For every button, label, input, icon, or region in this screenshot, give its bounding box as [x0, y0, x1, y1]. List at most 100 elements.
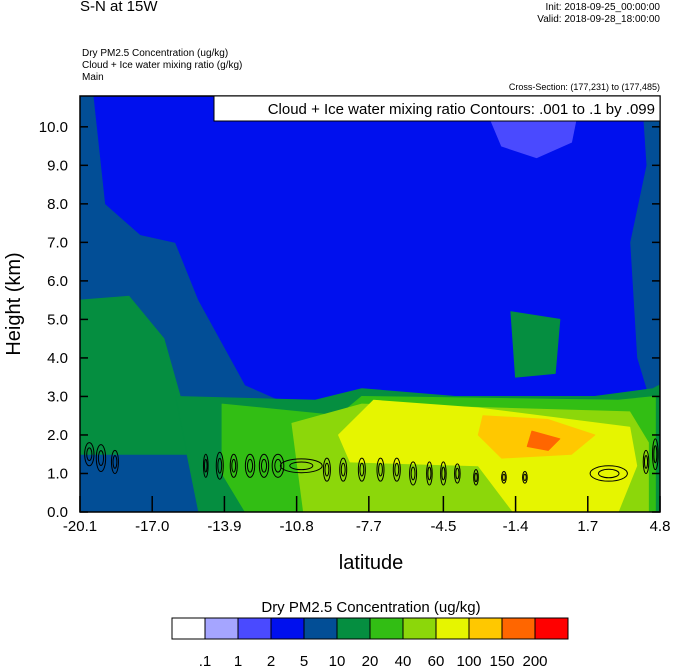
cloud-contour — [339, 457, 348, 482]
x-tick-label: -7.7 — [356, 518, 382, 535]
x-tick-label: -1.4 — [503, 518, 529, 535]
y-tick-label: 3.0 — [47, 388, 68, 405]
cloud-contour-inner — [378, 462, 383, 477]
cloud-contour-inner — [324, 462, 330, 477]
colorbar-level-label: .1 — [199, 653, 212, 668]
x-axis-label: latitude — [339, 552, 404, 574]
colorbar-swatch — [435, 617, 470, 640]
cloud-contour-inner — [653, 445, 658, 464]
cloud-contour — [642, 449, 650, 474]
x-tick-label: -17.0 — [135, 518, 169, 535]
cloud-contour — [426, 461, 433, 486]
colorbar-swatch — [402, 617, 437, 640]
colorbar-level-label: 1 — [234, 653, 242, 668]
cloud-contour — [215, 451, 224, 480]
x-tick-label: -20.1 — [63, 518, 97, 535]
colorbar-level-label: 60 — [428, 653, 445, 668]
y-tick-label: 4.0 — [47, 350, 68, 367]
cloud-contour-inner — [246, 458, 254, 473]
cloud-contour — [271, 453, 285, 478]
valid-time: Valid: 2018-09-28_18:00:00 — [537, 14, 660, 25]
cloud-contour — [279, 458, 323, 474]
cloud-contour — [652, 438, 659, 471]
filled-region — [510, 311, 561, 378]
y-axis-label: Height (km) — [3, 252, 25, 355]
x-tick-label: -10.8 — [280, 518, 314, 535]
cloud-contour-inner — [523, 473, 527, 482]
cloud-contour-inner — [474, 472, 478, 483]
contour-info-text: Cloud + Ice water mixing ratio Contours:… — [268, 101, 655, 118]
cloud-contour-inner — [455, 467, 460, 480]
init-time: Init: 2018-09-25_00:00:00 — [545, 2, 660, 13]
colorbar-swatch — [369, 617, 404, 640]
colorbar-level-label: 5 — [300, 653, 308, 668]
colorbar-level-label: 150 — [489, 653, 514, 668]
cloud-contour — [473, 469, 479, 486]
y-tick-label: 7.0 — [47, 234, 68, 251]
colorbar-swatch — [468, 617, 503, 640]
filled-region — [526, 430, 561, 451]
y-tick-label: 8.0 — [47, 196, 68, 213]
cloud-contour-inner — [217, 457, 223, 474]
colorbar-swatch — [501, 617, 536, 640]
x-tick-label: 4.8 — [650, 518, 671, 535]
cloud-contour-inner — [112, 455, 118, 469]
cloud-contour — [244, 453, 256, 478]
cloud-contour — [376, 457, 385, 482]
cloud-contour — [322, 457, 331, 482]
cloud-contour — [501, 471, 507, 484]
cloud-contour — [84, 442, 95, 467]
colorbar-swatch — [171, 617, 206, 640]
field-label-cloud: Cloud + Ice water mixing ratio (g/kg) — [82, 60, 243, 71]
cloud-contour-inner — [410, 466, 416, 481]
colorbar-swatch — [534, 617, 569, 640]
y-tick-label: 9.0 — [47, 157, 68, 174]
cloud-contour-inner — [502, 473, 506, 482]
colorbar: .1 1 2 5 10 20 40 60 100 150 200 — [171, 617, 569, 668]
cloud-contour-inner — [86, 447, 93, 462]
cloud-contour-inner — [204, 458, 208, 473]
filled-contours — [80, 96, 660, 512]
cloud-contour-inner — [231, 458, 237, 473]
field-label-pm25: Dry PM2.5 Concentration (ug/kg) — [82, 48, 229, 59]
cloud-contour — [229, 453, 238, 478]
cloud-contour — [202, 453, 209, 478]
cloud-contour — [440, 461, 447, 486]
y-tick-label: 10.0 — [39, 119, 68, 136]
cloud-contour-inner — [97, 450, 105, 466]
contour-info-box — [213, 95, 661, 122]
colorbar-swatch — [303, 617, 338, 640]
cloud-contour — [110, 449, 119, 474]
colorbar-level-label: 200 — [522, 653, 547, 668]
cloud-contour-inner — [427, 466, 432, 481]
cloud-contour-inner — [289, 461, 314, 471]
cloud-contour — [392, 457, 401, 482]
y-tick-label: 6.0 — [47, 273, 68, 290]
cloud-contour-inner — [260, 458, 268, 473]
cloud-contour-inner — [340, 462, 346, 477]
colorbar-swatch — [270, 617, 305, 640]
colorbar-title: Dry PM2.5 Concentration (ug/kg) — [261, 599, 480, 616]
cloud-contour — [589, 465, 628, 482]
y-tick-label: 5.0 — [47, 311, 68, 328]
cloud-contour — [95, 444, 107, 473]
cloud-contour — [258, 453, 270, 478]
colorbar-level-label: 2 — [267, 653, 275, 668]
x-tick-label: 1.7 — [577, 518, 598, 535]
colorbar-level-label: 100 — [456, 653, 481, 668]
colorbar-swatch — [204, 617, 239, 640]
cloud-contour — [454, 463, 461, 484]
cloud-contour-inner — [441, 466, 446, 481]
y-tick-label: 0.0 — [47, 504, 68, 521]
axes: -20.1 -17.0 -13.9 -10.8 -7.7 -4.5 -1.4 1.7 4.8 0.… — [39, 119, 671, 535]
cloud-contour — [409, 461, 418, 486]
colorbar-level-label: 10 — [329, 653, 346, 668]
cloud-contour-inner — [643, 455, 649, 469]
field-label-domain: Main — [82, 72, 104, 83]
y-tick-label: 2.0 — [47, 427, 68, 444]
colorbar-swatch — [336, 617, 371, 640]
cloud-contour-inner — [274, 458, 282, 473]
cloud-contour-inner — [394, 462, 400, 477]
cloud-contour — [522, 471, 528, 484]
